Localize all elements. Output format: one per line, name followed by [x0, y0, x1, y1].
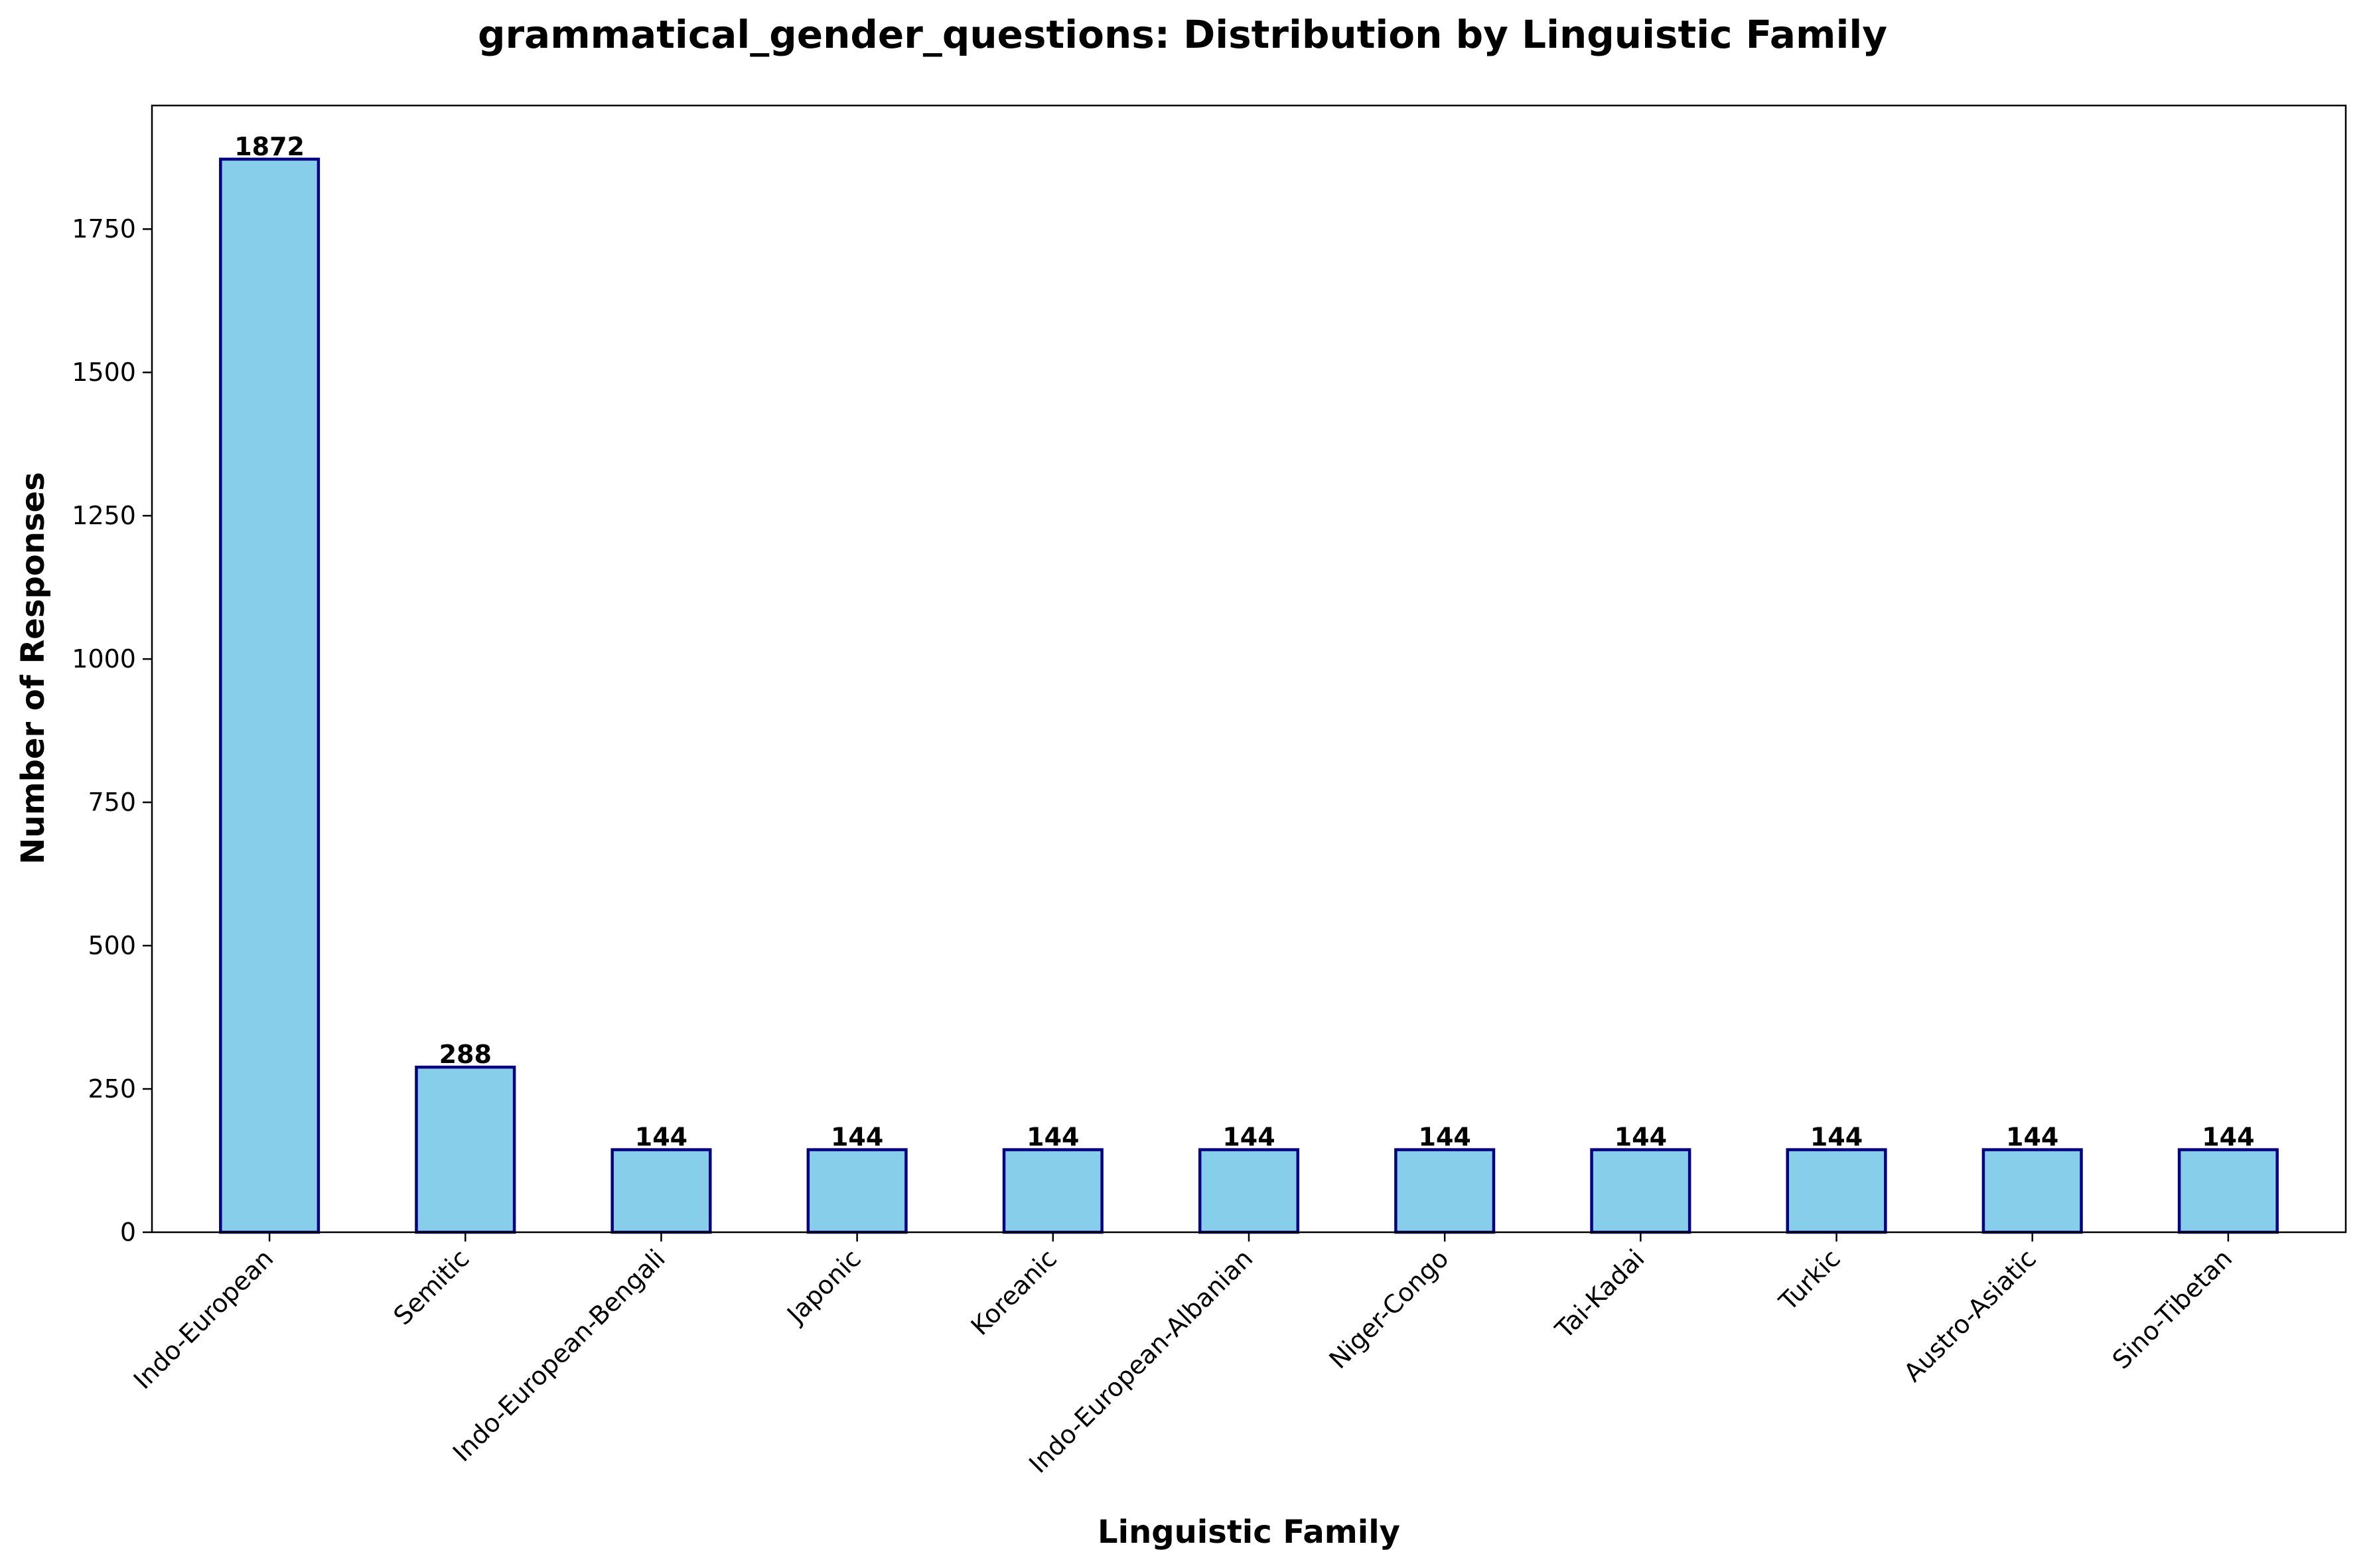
data-label: 144 [1027, 1123, 1079, 1152]
data-label: 144 [1222, 1123, 1275, 1152]
y-tick-label: 1000 [72, 644, 136, 674]
data-label: 144 [1810, 1123, 1863, 1152]
bar-koreanic [1002, 1148, 1104, 1234]
chart-title: grammatical_gender_questions: Distributi… [478, 12, 1887, 57]
x-axis-label: Linguistic Family [1098, 1514, 1400, 1551]
y-tick-label: 750 [88, 788, 136, 817]
y-tick-label: 500 [88, 931, 136, 960]
data-label: 1872 [234, 132, 305, 161]
data-label: 144 [831, 1123, 883, 1152]
bar-semitic [415, 1065, 516, 1234]
bar-austro-asiatic [1981, 1148, 2083, 1234]
data-label: 144 [2202, 1123, 2254, 1152]
bar-tai-kadai [1590, 1148, 1691, 1234]
data-label: 144 [2006, 1123, 2058, 1152]
y-axis-label: Number of Responses [15, 472, 52, 865]
data-label: 144 [1614, 1123, 1667, 1152]
y-tick-label: 250 [88, 1074, 136, 1104]
data-label: 288 [439, 1040, 492, 1069]
y-tick-label: 1750 [72, 214, 136, 244]
y-tick-label: 0 [120, 1218, 136, 1247]
bar-sino-tibetan [2177, 1148, 2279, 1234]
data-label: 144 [635, 1123, 687, 1152]
bar-turkic [1786, 1148, 1887, 1234]
y-tick-label: 1500 [72, 358, 136, 387]
bar-japonic [806, 1148, 908, 1234]
y-tick-label: 1250 [72, 501, 136, 530]
bar-niger-congo [1394, 1148, 1496, 1234]
bar-indo-european-bengali [610, 1148, 712, 1234]
bar-indo-european [219, 157, 321, 1234]
data-label: 144 [1419, 1123, 1471, 1152]
bar-indo-european-albanian [1198, 1148, 1300, 1234]
